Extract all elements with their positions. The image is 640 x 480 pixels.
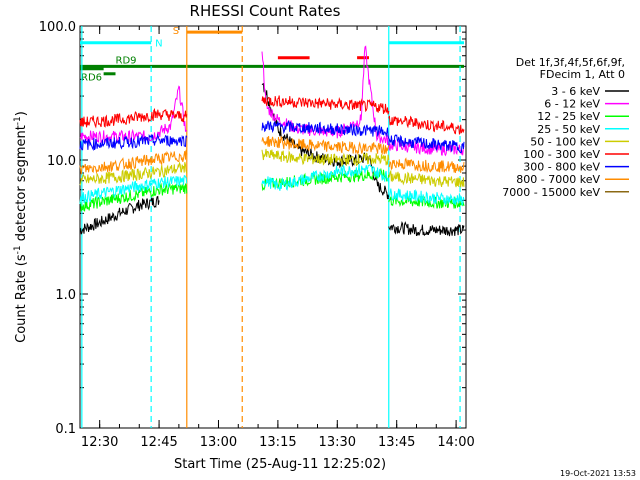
y-tick-label: 10.0 — [47, 154, 76, 169]
series-line — [388, 157, 465, 174]
annotation-label: RD6 — [81, 73, 102, 84]
legend-entry-label: 800 - 7000 keV — [516, 173, 600, 186]
legend-header-line1: Det 1f,3f,4f,5f,6f,9f, — [516, 56, 625, 69]
x-tick-label: 14:00 — [437, 435, 474, 450]
chart-title: RHESSI Count Rates — [190, 2, 341, 20]
series-line — [79, 149, 188, 175]
series-line — [79, 85, 188, 145]
series-line — [79, 174, 188, 205]
series-line — [79, 107, 188, 129]
y-tick-label: 1.0 — [55, 288, 76, 303]
series-line — [261, 45, 390, 145]
series-line — [261, 164, 390, 191]
x-tick-label: 13:45 — [378, 435, 415, 450]
x-tick-label: 13:00 — [200, 435, 237, 450]
series-line — [388, 134, 465, 154]
series-line — [261, 148, 390, 167]
legend-entry-label: 6 - 12 keV — [544, 98, 600, 111]
plot-frame — [79, 25, 467, 429]
annotation-label: RD9 — [116, 55, 137, 66]
timestamp: 19-Oct-2021 13:53 — [560, 469, 636, 478]
series-line — [79, 161, 188, 186]
legend-entry-label: 100 - 300 keV — [523, 148, 600, 161]
series-line — [261, 120, 390, 139]
series-line — [261, 135, 390, 156]
series-line — [261, 95, 390, 115]
data-series — [79, 45, 465, 237]
series-line — [388, 220, 465, 237]
legend-entry-label: 3 - 6 keV — [551, 85, 600, 98]
y-axis: 100.0 10.0 1.0 0.1 — [39, 20, 466, 437]
annotation-label: S — [173, 26, 179, 37]
y-tick-label: 0.1 — [55, 422, 76, 437]
legend-entry-label: 25 - 50 keV — [537, 123, 600, 136]
legend-entry-label: 7000 - 15000 keV — [502, 186, 600, 199]
x-tick-label: 13:15 — [259, 435, 296, 450]
legend-entry-label: 50 - 100 keV — [530, 135, 600, 148]
series-line — [388, 188, 465, 206]
legend-header-line2: FDecim 1, Att 0 — [540, 68, 625, 81]
y-tick-label: 100.0 — [39, 20, 76, 35]
series-line — [79, 195, 160, 235]
legend-entry-label: 300 - 800 keV — [523, 161, 600, 174]
annotation-label: N — [155, 39, 162, 50]
series-line — [388, 169, 465, 188]
series-line — [388, 115, 465, 135]
x-axis-label: Start Time (25-Aug-11 12:25:02) — [174, 457, 386, 472]
x-tick-label: 13:30 — [319, 435, 356, 450]
series-line — [261, 167, 390, 192]
x-tick-label: 12:45 — [140, 435, 177, 450]
series-line — [79, 133, 188, 152]
annotations: NS RD9 RD6 — [80, 26, 465, 84]
legend-entry-label: 12 - 25 keV — [537, 110, 600, 123]
x-axis: 12:30 12:45 13:00 13:15 13:30 13:45 14:00 — [81, 26, 475, 450]
y-axis-label: Count Rate (s-1 detector segment-1) — [13, 111, 29, 343]
legend: Det 1f,3f,4f,5f,6f,9f, FDecim 1, Att 0 3… — [502, 56, 629, 199]
series-line — [388, 138, 465, 157]
x-tick-label: 12:30 — [81, 435, 118, 450]
